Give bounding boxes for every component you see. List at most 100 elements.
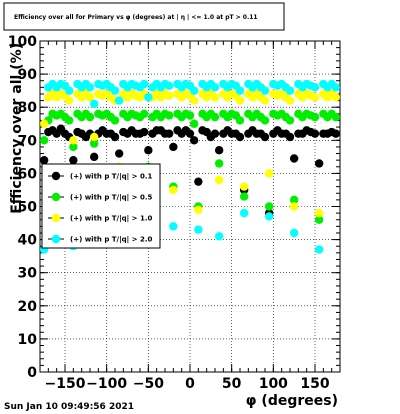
y-axis-title: Efficiency over all (%) [9, 43, 25, 214]
data-point [314, 215, 324, 224]
y-tick-label: 0 [27, 365, 37, 381]
legend-marker [51, 213, 61, 223]
data-point [239, 192, 249, 201]
data-point [264, 202, 274, 211]
data-point [314, 159, 324, 168]
y-tick-label: 90 [18, 67, 38, 83]
data-point [260, 116, 270, 125]
data-point [285, 116, 295, 125]
data-point [289, 154, 299, 163]
data-point [210, 112, 220, 122]
data-point [189, 136, 199, 145]
x-tick-label: −150 [45, 376, 86, 392]
data-point [64, 86, 74, 95]
series-1 [39, 124, 341, 218]
x-tick-label: −50 [133, 376, 164, 392]
title-box: Efficiency over all for Primary vs φ (de… [3, 2, 285, 31]
data-point [64, 116, 74, 125]
data-point [139, 79, 149, 89]
data-point [89, 152, 99, 162]
legend-marker [51, 171, 61, 181]
data-point [64, 96, 74, 105]
x-tick-labels: −150 −100 −50 0 50 100 150 [45, 376, 330, 392]
data-point [39, 119, 49, 128]
data-point [331, 112, 341, 122]
data-point [39, 136, 49, 145]
data-point [235, 86, 245, 95]
legend-entry: (+) with p T/|q| > 0.5 [48, 192, 153, 203]
data-point [110, 132, 120, 142]
y-tick-label: 60 [18, 166, 38, 182]
data-point [169, 222, 178, 231]
data-point [214, 175, 224, 185]
data-point [85, 83, 95, 92]
data-point [314, 245, 324, 254]
axis-ticks [39, 40, 341, 373]
data-point [239, 182, 249, 191]
y-tick-label: 80 [18, 100, 38, 116]
legend-entry: (+) with p T/|q| > 2.0 [48, 234, 153, 245]
data-point [314, 208, 324, 218]
data-point [289, 202, 299, 211]
x-tick-label: 100 [259, 376, 288, 392]
data-point [144, 146, 153, 155]
legend-entry: (+) with p T/|q| > 1.0 [48, 213, 153, 224]
x-tick-label: −100 [86, 376, 127, 392]
data-point [164, 129, 174, 138]
data-point [210, 93, 220, 102]
x-tick-label: 150 [300, 376, 329, 392]
data-point [260, 132, 270, 142]
legend-label: (+) with p T/|q| > 0.5 [70, 194, 153, 203]
x-axis-title: φ (degrees) [246, 393, 338, 409]
data-point [139, 109, 149, 119]
data-point [239, 208, 249, 218]
data-point [214, 146, 224, 155]
y-tick-label: 20 [18, 299, 38, 315]
data-point [289, 228, 299, 238]
data-point [235, 116, 245, 125]
data-point [214, 232, 224, 241]
data-point [194, 205, 203, 215]
data-point [310, 129, 320, 138]
data-point [110, 86, 120, 95]
data-point [39, 155, 49, 165]
data-point [69, 136, 78, 145]
data-point [189, 86, 199, 95]
data-point [89, 99, 99, 109]
data-point [210, 129, 220, 138]
data-point [285, 86, 295, 95]
data-point [260, 86, 270, 95]
data-point [214, 159, 224, 168]
data-point [169, 142, 178, 152]
legend-marker [51, 192, 61, 202]
legend: (+) with p T/|q| > 0.1 (+) with p T/|q| >… [41, 163, 161, 249]
y-tick-label: 40 [18, 233, 38, 249]
data-point [331, 83, 341, 92]
data-point [144, 93, 153, 102]
data-point [69, 155, 78, 165]
legend-label: (+) with p T/|q| > 2.0 [70, 236, 153, 245]
data-point [310, 112, 320, 122]
chart-title: Efficiency over all for Primary vs φ (de… [14, 14, 258, 21]
legend-label: (+) with p T/|q| > 0.1 [70, 173, 153, 182]
data-point [285, 96, 295, 105]
data-point [194, 177, 203, 186]
data-point [139, 127, 149, 137]
data-point [89, 139, 99, 148]
y-tick-label: 50 [18, 200, 38, 216]
series-2 [39, 109, 341, 224]
legend-entry: (+) with p T/|q| > 0.1 [48, 171, 153, 182]
data-point [164, 81, 174, 90]
data-point [289, 195, 299, 205]
title-frame [3, 2, 285, 31]
y-tick-label: 100 [8, 34, 37, 50]
x-tick-label: 0 [185, 376, 195, 392]
data-point [264, 169, 274, 178]
data-point [331, 93, 341, 102]
legend-label: (+) with p T/|q| > 1.0 [70, 215, 153, 224]
data-point [169, 185, 178, 195]
data-point [114, 149, 124, 158]
data-point [114, 96, 124, 105]
data-point [164, 91, 174, 100]
